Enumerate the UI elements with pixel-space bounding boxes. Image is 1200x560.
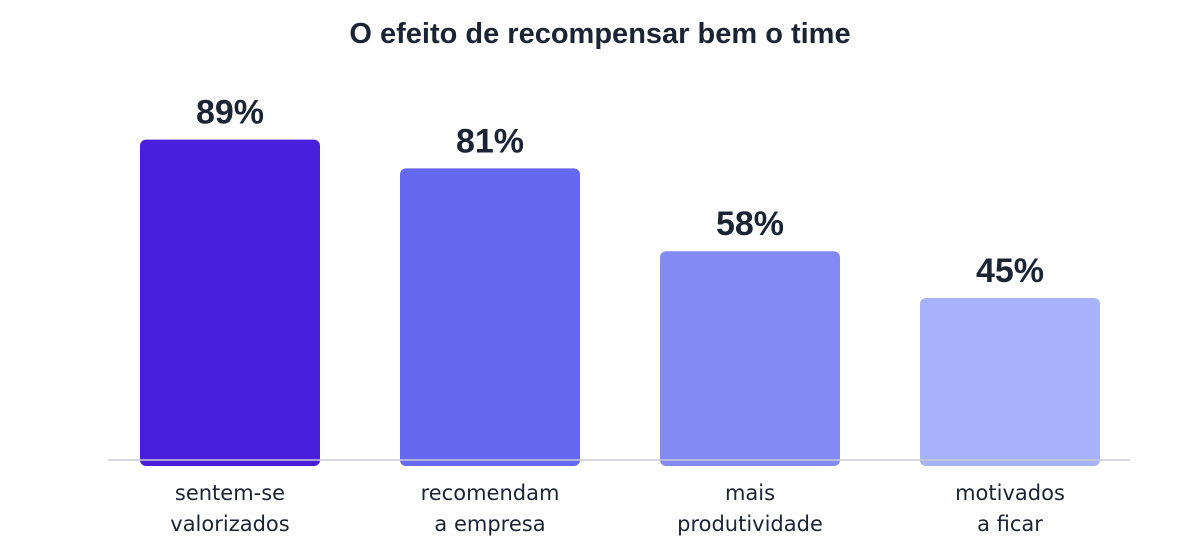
category-label-0-line-1: valorizados: [170, 512, 289, 536]
category-label-0-line-0: sentem-se: [175, 481, 285, 505]
value-label-1: 81%: [456, 122, 524, 160]
category-label-3-line-1: a ficar: [977, 512, 1043, 536]
bar-2: [660, 251, 840, 466]
bar-3: [920, 298, 1100, 466]
value-label-3: 45%: [976, 252, 1044, 290]
value-label-2: 58%: [716, 205, 784, 243]
category-label-1-line-0: recomendam: [421, 481, 560, 505]
chart-title: O efeito de recompensar bem o time: [349, 18, 851, 50]
category-label-2-line-1: produtividade: [677, 512, 823, 536]
category-label-1-line-1: a empresa: [434, 512, 545, 536]
value-label-0: 89%: [196, 94, 264, 132]
category-label-3-line-0: motivados: [955, 481, 1065, 505]
category-label-2-line-0: mais: [725, 481, 775, 505]
bar-1: [400, 168, 580, 466]
bar-0: [140, 139, 320, 466]
